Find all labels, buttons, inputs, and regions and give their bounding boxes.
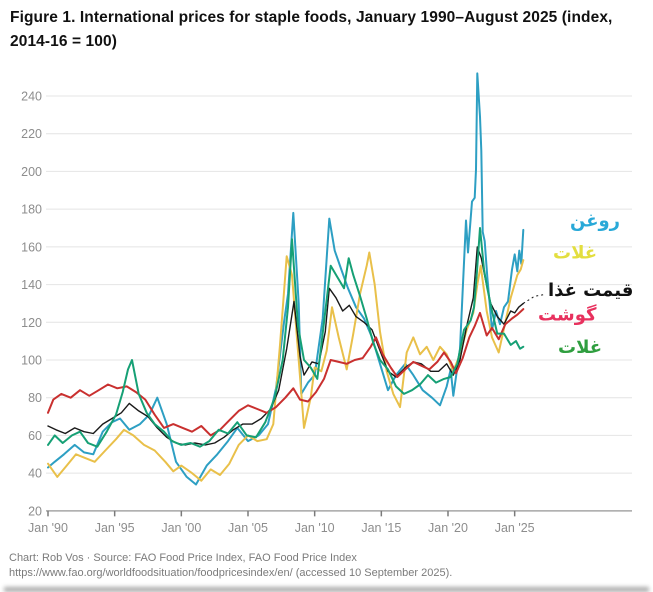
x-tick-label: Jan '05: [228, 521, 268, 535]
x-tick-label: Jan '20: [428, 521, 468, 535]
y-tick-label: 240: [21, 90, 42, 104]
y-tick-label: 160: [21, 240, 42, 254]
label-leader-line: [523, 293, 547, 304]
series-line-cereals: [47, 227, 525, 448]
x-tick-label: Jan '90: [28, 521, 68, 535]
x-tick-label: Jan '25: [495, 521, 535, 535]
series-label-oils: روغن: [570, 210, 620, 231]
y-tick-label: 120: [21, 316, 42, 330]
x-tick-label: Jan '10: [295, 521, 335, 535]
y-tick-label: 80: [28, 391, 42, 405]
y-tick-label: 180: [21, 203, 42, 217]
figure-title: Figure 1. International prices for stapl…: [10, 9, 613, 50]
series-label-meat: گوشت: [538, 304, 597, 326]
chart-source-url[interactable]: https://www.fao.org/worldfoodsituation/f…: [9, 567, 453, 579]
y-tick-label: 20: [28, 504, 42, 518]
series-line-meat: [47, 308, 525, 437]
bottom-edge-bar: [4, 587, 649, 592]
y-tick-label: 140: [21, 278, 42, 292]
series-label-food_price: قیمت غذا: [548, 280, 633, 301]
x-tick-label: Jan '00: [161, 521, 201, 535]
chart-footer: Chart: Rob Vos · Source: FAO Food Price …: [9, 551, 649, 581]
series-label-cereals: غلات: [558, 337, 602, 358]
series-label-yellow_cereals: غلات: [553, 243, 597, 264]
chart-credit-line: Chart: Rob Vos · Source: FAO Food Price …: [9, 552, 357, 564]
y-tick-label: 200: [21, 165, 42, 179]
y-tick-label: 100: [21, 353, 42, 367]
y-tick-label: 60: [28, 429, 42, 443]
series-line-oils: [47, 72, 525, 486]
y-tick-label: 40: [28, 467, 42, 481]
x-tick-label: Jan '95: [95, 521, 135, 535]
x-tick-label: Jan '15: [361, 521, 401, 535]
y-tick-label: 220: [21, 127, 42, 141]
